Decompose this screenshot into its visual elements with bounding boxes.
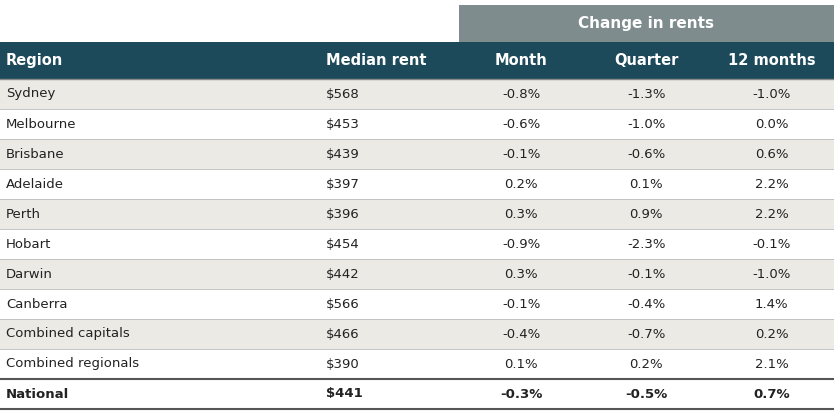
Bar <box>0 109 834 139</box>
Text: 0.2%: 0.2% <box>630 358 663 370</box>
Text: $439: $439 <box>326 147 360 161</box>
Text: -2.3%: -2.3% <box>627 237 666 251</box>
Text: Sydney: Sydney <box>6 88 55 100</box>
Text: $568: $568 <box>326 88 360 100</box>
Text: $566: $566 <box>326 297 360 311</box>
Text: $453: $453 <box>326 118 360 131</box>
Bar <box>0 199 834 229</box>
Text: $442: $442 <box>326 268 360 280</box>
Text: 0.9%: 0.9% <box>630 207 663 221</box>
Text: Adelaide: Adelaide <box>6 178 64 190</box>
Text: Darwin: Darwin <box>6 268 53 280</box>
Bar <box>0 169 834 199</box>
Text: Median rent: Median rent <box>326 53 427 68</box>
Text: 0.3%: 0.3% <box>505 268 538 280</box>
Text: 0.2%: 0.2% <box>505 178 538 190</box>
Text: Perth: Perth <box>6 207 41 221</box>
Text: $441: $441 <box>326 387 363 401</box>
Bar <box>0 79 834 109</box>
Text: -0.9%: -0.9% <box>502 237 540 251</box>
Text: -0.7%: -0.7% <box>627 328 666 340</box>
Text: $397: $397 <box>326 178 360 190</box>
Text: -0.8%: -0.8% <box>502 88 540 100</box>
Text: 0.1%: 0.1% <box>505 358 538 370</box>
Text: Combined regionals: Combined regionals <box>6 358 139 370</box>
Text: -0.6%: -0.6% <box>502 118 540 131</box>
Bar <box>0 259 834 289</box>
Text: $466: $466 <box>326 328 360 340</box>
Text: Combined capitals: Combined capitals <box>6 328 130 340</box>
Text: -0.3%: -0.3% <box>500 387 542 401</box>
Text: -0.6%: -0.6% <box>627 147 666 161</box>
Text: -1.0%: -1.0% <box>627 118 666 131</box>
Text: -0.1%: -0.1% <box>502 147 540 161</box>
Text: Change in rents: Change in rents <box>578 16 715 31</box>
Bar <box>0 139 834 169</box>
Text: Canberra: Canberra <box>6 297 68 311</box>
Text: Hobart: Hobart <box>6 237 52 251</box>
Text: 2.2%: 2.2% <box>755 178 788 190</box>
Text: -0.1%: -0.1% <box>502 297 540 311</box>
Text: -0.5%: -0.5% <box>626 387 667 401</box>
Text: $390: $390 <box>326 358 360 370</box>
Text: $396: $396 <box>326 207 360 221</box>
Text: 0.7%: 0.7% <box>753 387 790 401</box>
Text: Melbourne: Melbourne <box>6 118 77 131</box>
Text: 0.0%: 0.0% <box>755 118 788 131</box>
Text: 0.3%: 0.3% <box>505 207 538 221</box>
Text: -0.4%: -0.4% <box>627 297 666 311</box>
Text: $454: $454 <box>326 237 360 251</box>
Bar <box>0 349 834 379</box>
Text: 1.4%: 1.4% <box>755 297 788 311</box>
Text: -0.1%: -0.1% <box>627 268 666 280</box>
Bar <box>0 379 834 409</box>
Text: 0.2%: 0.2% <box>755 328 788 340</box>
Text: Month: Month <box>495 53 548 68</box>
Bar <box>459 5 834 42</box>
Text: -1.0%: -1.0% <box>752 88 791 100</box>
Text: -0.4%: -0.4% <box>502 328 540 340</box>
Text: National: National <box>6 387 69 401</box>
Text: 2.2%: 2.2% <box>755 207 788 221</box>
Text: -1.3%: -1.3% <box>627 88 666 100</box>
Text: Quarter: Quarter <box>614 53 679 68</box>
Text: 0.1%: 0.1% <box>630 178 663 190</box>
Text: Region: Region <box>6 53 63 68</box>
Bar <box>0 229 834 259</box>
Text: -1.0%: -1.0% <box>752 268 791 280</box>
Bar <box>0 319 834 349</box>
Text: -0.1%: -0.1% <box>752 237 791 251</box>
Text: 12 months: 12 months <box>727 53 816 68</box>
Bar <box>0 42 834 79</box>
Text: Brisbane: Brisbane <box>6 147 64 161</box>
Text: 0.6%: 0.6% <box>755 147 788 161</box>
Bar <box>0 289 834 319</box>
Text: 2.1%: 2.1% <box>755 358 788 370</box>
